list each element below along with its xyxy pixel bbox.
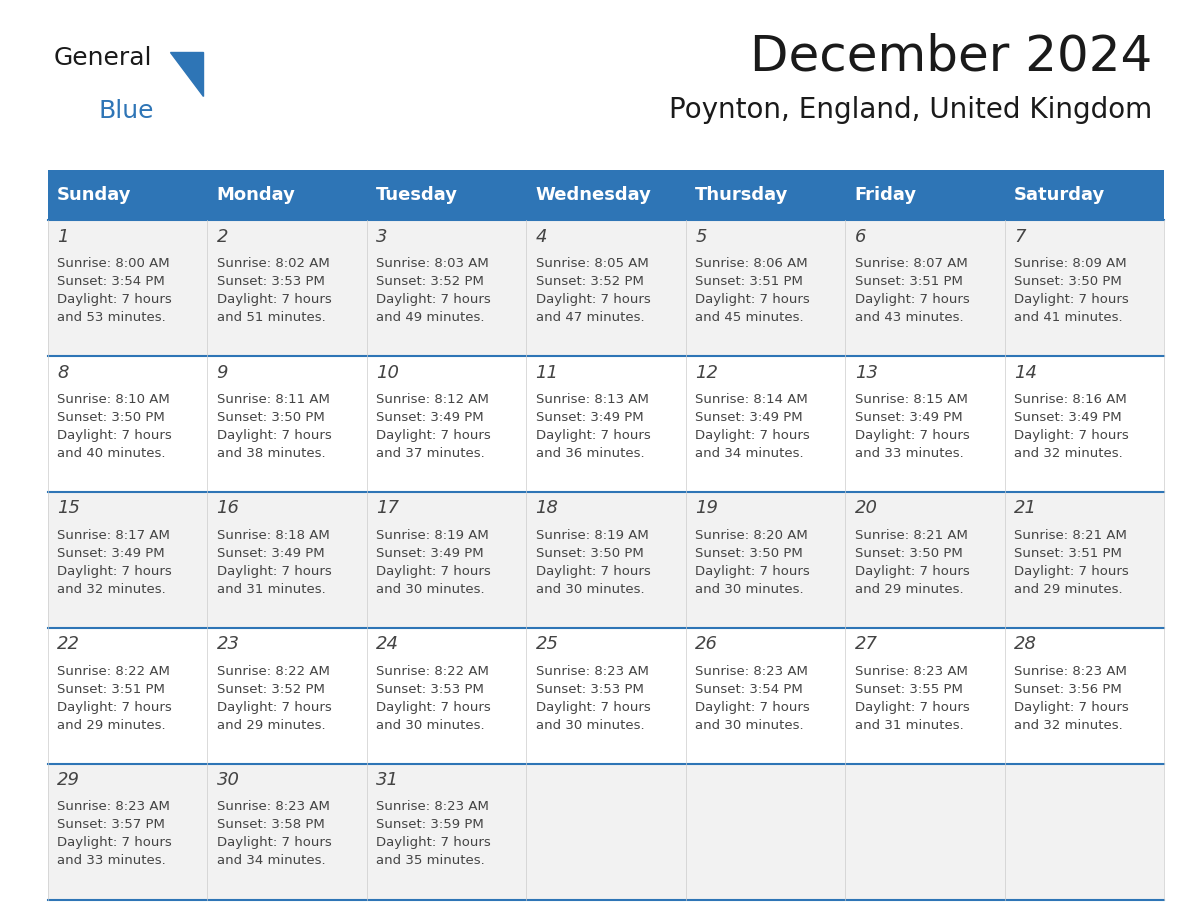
Text: 27: 27 — [854, 635, 878, 654]
Bar — [48, 170, 207, 220]
Text: Sunrise: 8:23 AM
Sunset: 3:57 PM
Daylight: 7 hours
and 33 minutes.: Sunrise: 8:23 AM Sunset: 3:57 PM Dayligh… — [57, 800, 172, 868]
Text: 15: 15 — [57, 499, 80, 518]
Text: Sunrise: 8:10 AM
Sunset: 3:50 PM
Daylight: 7 hours
and 40 minutes.: Sunrise: 8:10 AM Sunset: 3:50 PM Dayligh… — [57, 393, 172, 460]
Text: Sunrise: 8:11 AM
Sunset: 3:50 PM
Daylight: 7 hours
and 38 minutes.: Sunrise: 8:11 AM Sunset: 3:50 PM Dayligh… — [216, 393, 331, 460]
Text: Sunrise: 8:17 AM
Sunset: 3:49 PM
Daylight: 7 hours
and 32 minutes.: Sunrise: 8:17 AM Sunset: 3:49 PM Dayligh… — [57, 529, 172, 596]
Bar — [207, 170, 367, 220]
Text: Sunrise: 8:23 AM
Sunset: 3:53 PM
Daylight: 7 hours
and 30 minutes.: Sunrise: 8:23 AM Sunset: 3:53 PM Dayligh… — [536, 665, 650, 732]
Text: 25: 25 — [536, 635, 558, 654]
Text: Friday: Friday — [854, 186, 917, 204]
Text: Sunrise: 8:03 AM
Sunset: 3:52 PM
Daylight: 7 hours
and 49 minutes.: Sunrise: 8:03 AM Sunset: 3:52 PM Dayligh… — [377, 257, 491, 324]
Text: December 2024: December 2024 — [750, 32, 1152, 80]
Bar — [48, 220, 1164, 356]
Text: Sunrise: 8:22 AM
Sunset: 3:51 PM
Daylight: 7 hours
and 29 minutes.: Sunrise: 8:22 AM Sunset: 3:51 PM Dayligh… — [57, 665, 172, 732]
Bar — [526, 170, 685, 220]
Text: 22: 22 — [57, 635, 80, 654]
Text: Sunrise: 8:09 AM
Sunset: 3:50 PM
Daylight: 7 hours
and 41 minutes.: Sunrise: 8:09 AM Sunset: 3:50 PM Dayligh… — [1015, 257, 1129, 324]
Text: Blue: Blue — [99, 99, 154, 123]
Bar — [845, 170, 1005, 220]
Text: Sunrise: 8:12 AM
Sunset: 3:49 PM
Daylight: 7 hours
and 37 minutes.: Sunrise: 8:12 AM Sunset: 3:49 PM Dayligh… — [377, 393, 491, 460]
Bar — [48, 492, 1164, 628]
Text: 19: 19 — [695, 499, 719, 518]
Text: 30: 30 — [216, 771, 240, 789]
Text: 6: 6 — [854, 228, 866, 246]
Text: Sunrise: 8:06 AM
Sunset: 3:51 PM
Daylight: 7 hours
and 45 minutes.: Sunrise: 8:06 AM Sunset: 3:51 PM Dayligh… — [695, 257, 810, 324]
Text: Sunrise: 8:19 AM
Sunset: 3:50 PM
Daylight: 7 hours
and 30 minutes.: Sunrise: 8:19 AM Sunset: 3:50 PM Dayligh… — [536, 529, 650, 596]
Text: Sunrise: 8:00 AM
Sunset: 3:54 PM
Daylight: 7 hours
and 53 minutes.: Sunrise: 8:00 AM Sunset: 3:54 PM Dayligh… — [57, 257, 172, 324]
Text: 4: 4 — [536, 228, 548, 246]
Text: Sunrise: 8:15 AM
Sunset: 3:49 PM
Daylight: 7 hours
and 33 minutes.: Sunrise: 8:15 AM Sunset: 3:49 PM Dayligh… — [854, 393, 969, 460]
Text: 2: 2 — [216, 228, 228, 246]
Text: 20: 20 — [854, 499, 878, 518]
Bar — [48, 628, 1164, 764]
Text: 3: 3 — [377, 228, 387, 246]
Text: Sunrise: 8:13 AM
Sunset: 3:49 PM
Daylight: 7 hours
and 36 minutes.: Sunrise: 8:13 AM Sunset: 3:49 PM Dayligh… — [536, 393, 650, 460]
Text: Sunrise: 8:22 AM
Sunset: 3:53 PM
Daylight: 7 hours
and 30 minutes.: Sunrise: 8:22 AM Sunset: 3:53 PM Dayligh… — [377, 665, 491, 732]
Text: Sunrise: 8:14 AM
Sunset: 3:49 PM
Daylight: 7 hours
and 34 minutes.: Sunrise: 8:14 AM Sunset: 3:49 PM Dayligh… — [695, 393, 810, 460]
Text: 29: 29 — [57, 771, 80, 789]
Text: Sunrise: 8:21 AM
Sunset: 3:51 PM
Daylight: 7 hours
and 29 minutes.: Sunrise: 8:21 AM Sunset: 3:51 PM Dayligh… — [1015, 529, 1129, 596]
Text: 7: 7 — [1015, 228, 1025, 246]
Text: 31: 31 — [377, 771, 399, 789]
Text: Sunrise: 8:23 AM
Sunset: 3:56 PM
Daylight: 7 hours
and 32 minutes.: Sunrise: 8:23 AM Sunset: 3:56 PM Dayligh… — [1015, 665, 1129, 732]
Bar — [367, 170, 526, 220]
Text: Wednesday: Wednesday — [536, 186, 651, 204]
Text: Sunrise: 8:21 AM
Sunset: 3:50 PM
Daylight: 7 hours
and 29 minutes.: Sunrise: 8:21 AM Sunset: 3:50 PM Dayligh… — [854, 529, 969, 596]
Text: Sunrise: 8:23 AM
Sunset: 3:59 PM
Daylight: 7 hours
and 35 minutes.: Sunrise: 8:23 AM Sunset: 3:59 PM Dayligh… — [377, 800, 491, 868]
Text: 28: 28 — [1015, 635, 1037, 654]
Polygon shape — [170, 52, 203, 96]
Text: 9: 9 — [216, 364, 228, 382]
Text: Sunrise: 8:16 AM
Sunset: 3:49 PM
Daylight: 7 hours
and 32 minutes.: Sunrise: 8:16 AM Sunset: 3:49 PM Dayligh… — [1015, 393, 1129, 460]
Text: 23: 23 — [216, 635, 240, 654]
Text: Sunrise: 8:20 AM
Sunset: 3:50 PM
Daylight: 7 hours
and 30 minutes.: Sunrise: 8:20 AM Sunset: 3:50 PM Dayligh… — [695, 529, 810, 596]
Text: Poynton, England, United Kingdom: Poynton, England, United Kingdom — [669, 96, 1152, 125]
Text: Sunrise: 8:23 AM
Sunset: 3:54 PM
Daylight: 7 hours
and 30 minutes.: Sunrise: 8:23 AM Sunset: 3:54 PM Dayligh… — [695, 665, 810, 732]
Text: Sunrise: 8:19 AM
Sunset: 3:49 PM
Daylight: 7 hours
and 30 minutes.: Sunrise: 8:19 AM Sunset: 3:49 PM Dayligh… — [377, 529, 491, 596]
Text: 21: 21 — [1015, 499, 1037, 518]
Text: Monday: Monday — [216, 186, 296, 204]
Text: Sunrise: 8:23 AM
Sunset: 3:58 PM
Daylight: 7 hours
and 34 minutes.: Sunrise: 8:23 AM Sunset: 3:58 PM Dayligh… — [216, 800, 331, 868]
Text: 26: 26 — [695, 635, 719, 654]
Text: 5: 5 — [695, 228, 707, 246]
Bar — [48, 356, 1164, 492]
Text: Sunrise: 8:07 AM
Sunset: 3:51 PM
Daylight: 7 hours
and 43 minutes.: Sunrise: 8:07 AM Sunset: 3:51 PM Dayligh… — [854, 257, 969, 324]
Text: Sunrise: 8:02 AM
Sunset: 3:53 PM
Daylight: 7 hours
and 51 minutes.: Sunrise: 8:02 AM Sunset: 3:53 PM Dayligh… — [216, 257, 331, 324]
Text: Sunrise: 8:05 AM
Sunset: 3:52 PM
Daylight: 7 hours
and 47 minutes.: Sunrise: 8:05 AM Sunset: 3:52 PM Dayligh… — [536, 257, 650, 324]
Text: Sunday: Sunday — [57, 186, 132, 204]
Text: General: General — [53, 46, 152, 70]
Text: 16: 16 — [216, 499, 240, 518]
Text: 24: 24 — [377, 635, 399, 654]
Text: 14: 14 — [1015, 364, 1037, 382]
Text: 12: 12 — [695, 364, 719, 382]
Text: 17: 17 — [377, 499, 399, 518]
Text: Thursday: Thursday — [695, 186, 789, 204]
Bar — [685, 170, 845, 220]
Text: 11: 11 — [536, 364, 558, 382]
Text: 1: 1 — [57, 228, 69, 246]
Text: 8: 8 — [57, 364, 69, 382]
Text: 18: 18 — [536, 499, 558, 518]
Bar — [1005, 170, 1164, 220]
Text: Sunrise: 8:23 AM
Sunset: 3:55 PM
Daylight: 7 hours
and 31 minutes.: Sunrise: 8:23 AM Sunset: 3:55 PM Dayligh… — [854, 665, 969, 732]
Text: Tuesday: Tuesday — [377, 186, 459, 204]
Text: Saturday: Saturday — [1015, 186, 1106, 204]
Bar — [48, 764, 1164, 900]
Text: 10: 10 — [377, 364, 399, 382]
Text: Sunrise: 8:22 AM
Sunset: 3:52 PM
Daylight: 7 hours
and 29 minutes.: Sunrise: 8:22 AM Sunset: 3:52 PM Dayligh… — [216, 665, 331, 732]
Text: 13: 13 — [854, 364, 878, 382]
Text: Sunrise: 8:18 AM
Sunset: 3:49 PM
Daylight: 7 hours
and 31 minutes.: Sunrise: 8:18 AM Sunset: 3:49 PM Dayligh… — [216, 529, 331, 596]
